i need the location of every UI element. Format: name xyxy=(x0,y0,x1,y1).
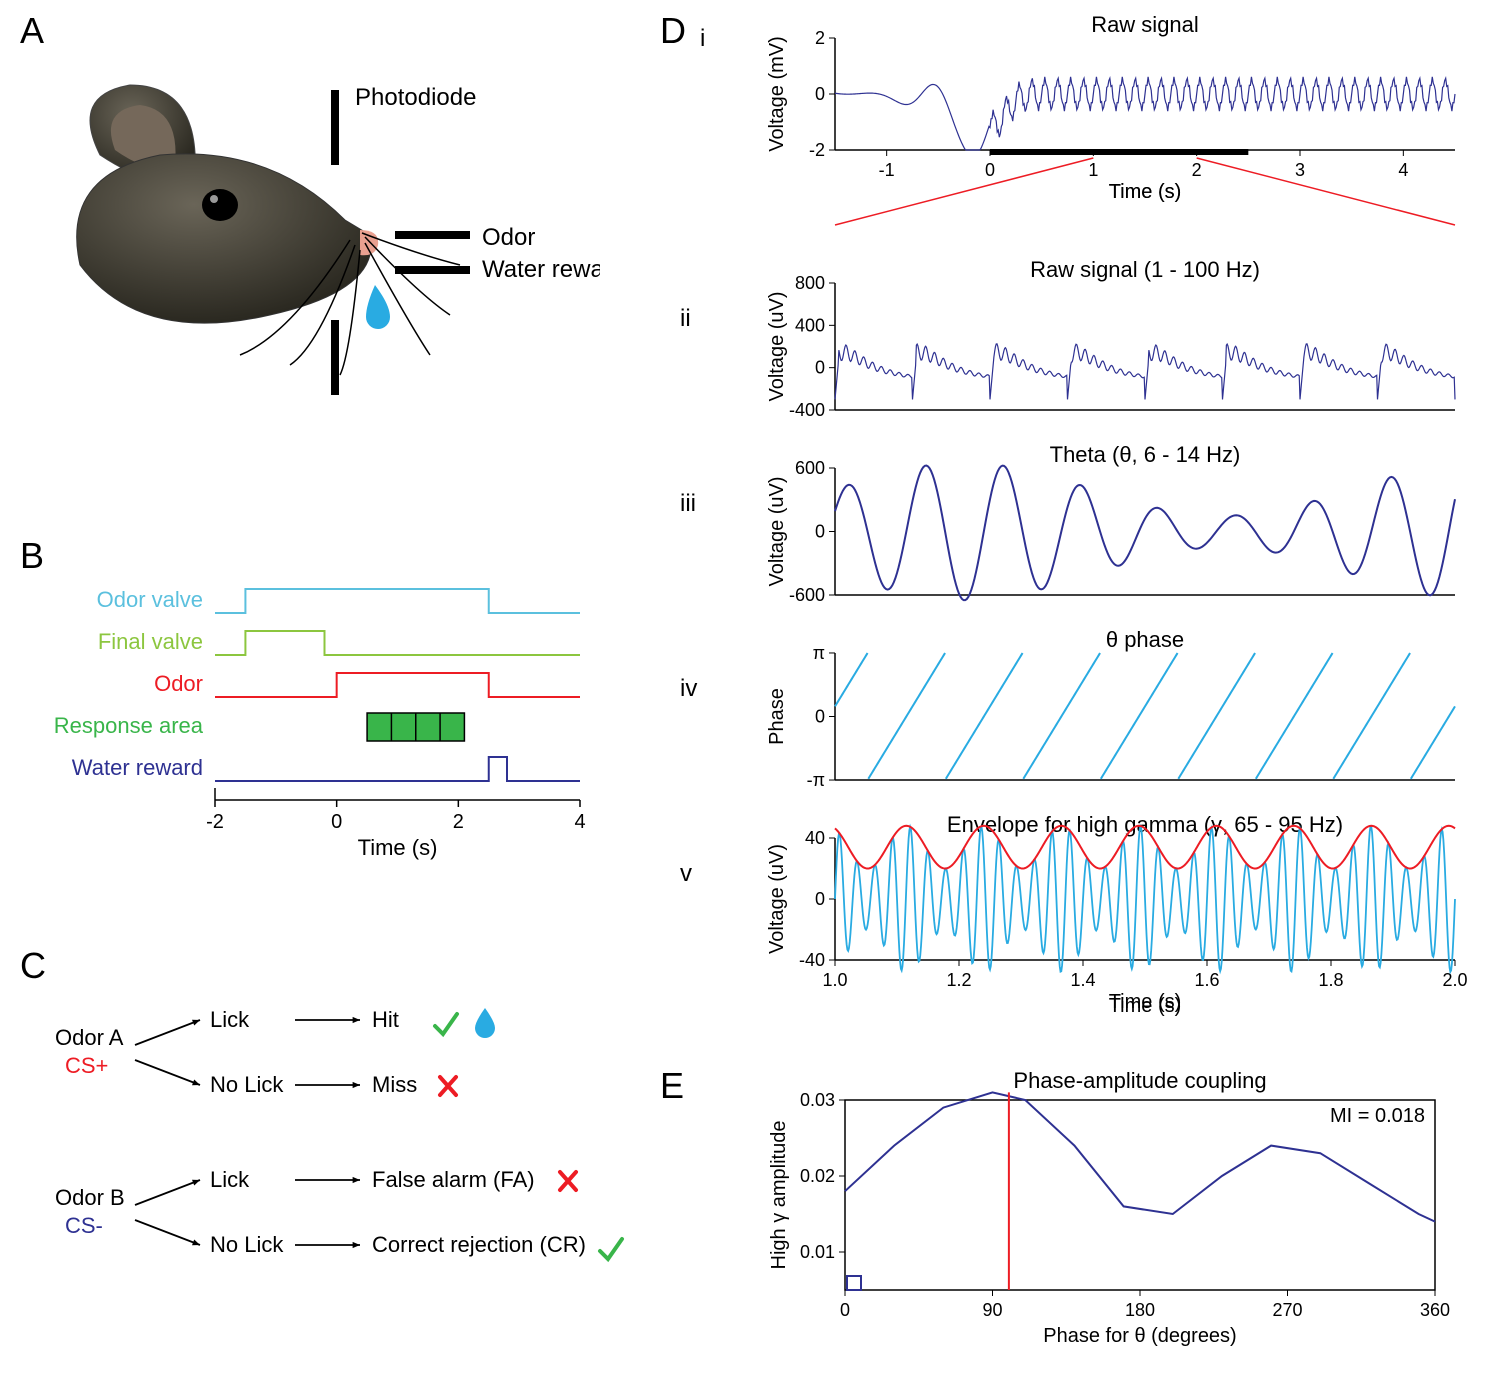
svg-text:1: 1 xyxy=(1088,160,1098,180)
svg-text:Lick: Lick xyxy=(210,1167,250,1192)
svg-text:Voltage (mV): Voltage (mV) xyxy=(766,36,788,152)
panel-c-label: C xyxy=(20,945,46,987)
svg-text:Odor valve: Odor valve xyxy=(97,587,203,612)
svg-text:2: 2 xyxy=(453,811,464,833)
svg-text:Final valve: Final valve xyxy=(98,629,203,654)
d-v-label: v xyxy=(680,860,692,888)
d-ii-svg: Raw signal (1 - 100 Hz) Voltage (uV)-400 0… xyxy=(755,255,1475,425)
svg-text:Raw signal (1 - 100 Hz): Raw signal (1 - 100 Hz) xyxy=(1030,257,1260,282)
odor-text: Odor xyxy=(482,224,535,251)
svg-text:Voltage (uV): Voltage (uV) xyxy=(766,291,788,401)
svg-text:0: 0 xyxy=(815,889,825,909)
svg-text:Phase: Phase xyxy=(766,688,788,745)
svg-text:1.8: 1.8 xyxy=(1318,970,1343,990)
svg-text:4: 4 xyxy=(1398,160,1408,180)
svg-text:Time (s): Time (s) xyxy=(358,835,438,860)
svg-text:No Lick: No Lick xyxy=(210,1072,284,1097)
svg-text:Time (s): Time (s) xyxy=(1109,995,1182,1017)
svg-text:Odor A: Odor A xyxy=(55,1025,124,1050)
svg-text:Phase for θ (degrees): Phase for θ (degrees) xyxy=(1043,1325,1236,1347)
svg-text:400: 400 xyxy=(795,315,825,335)
svg-text:Hit: Hit xyxy=(372,1007,399,1032)
svg-text:-1: -1 xyxy=(879,160,895,180)
d-iii-label: iii xyxy=(680,490,696,518)
svg-text:π: π xyxy=(813,643,825,663)
svg-text:Miss: Miss xyxy=(372,1072,417,1097)
svg-text:0: 0 xyxy=(840,1300,850,1320)
svg-text:CS+: CS+ xyxy=(65,1053,108,1078)
svg-text:-40: -40 xyxy=(799,950,825,970)
svg-text:Lick: Lick xyxy=(210,1007,250,1032)
svg-text:1.2: 1.2 xyxy=(946,970,971,990)
svg-text:-400: -400 xyxy=(789,400,825,420)
panel-c-svg: Odor A CS+ Lick No Lick Hit Miss Odor B CS- Lick… xyxy=(40,985,640,1345)
svg-text:0: 0 xyxy=(331,811,342,833)
svg-text:1.6: 1.6 xyxy=(1194,970,1219,990)
svg-text:Odor: Odor xyxy=(154,671,203,696)
svg-text:0: 0 xyxy=(985,160,995,180)
svg-text:600: 600 xyxy=(795,458,825,478)
d-v-svg: Envelope for high gamma (γ, 65 - 95 Hz)V… xyxy=(755,810,1475,1020)
svg-text:Voltage (uV): Voltage (uV) xyxy=(766,844,788,954)
svg-text:0.01: 0.01 xyxy=(800,1242,835,1262)
d-iv-svg: θ phase Phase -π 0 π xyxy=(755,625,1475,795)
d-i-label: i xyxy=(700,25,705,53)
svg-text:0: 0 xyxy=(815,84,825,104)
svg-text:Odor B: Odor B xyxy=(55,1185,125,1210)
svg-text:Time (s): Time (s) xyxy=(1109,181,1182,203)
svg-text:1.4: 1.4 xyxy=(1070,970,1095,990)
svg-text:1.0: 1.0 xyxy=(822,970,847,990)
svg-text:0.03: 0.03 xyxy=(800,1090,835,1110)
svg-text:MI = 0.018: MI = 0.018 xyxy=(1330,1105,1425,1127)
svg-text:360: 360 xyxy=(1420,1300,1450,1320)
svg-text:Water reward: Water reward xyxy=(72,755,203,780)
d-i-svg: Raw signal Voltage (mV) Time (s) -2 0 2 -1 0 1 2 3… xyxy=(755,10,1475,235)
svg-text:No Lick: No Lick xyxy=(210,1232,284,1257)
svg-text:90: 90 xyxy=(982,1300,1002,1320)
panel-d-label: D xyxy=(660,10,686,52)
svg-text:4: 4 xyxy=(574,811,585,833)
svg-text:High γ amplitude: High γ amplitude xyxy=(768,1121,790,1270)
d-ii-label: ii xyxy=(680,305,691,333)
svg-text:False alarm (FA): False alarm (FA) xyxy=(372,1167,535,1192)
svg-text:2: 2 xyxy=(1192,160,1202,180)
svg-text:Phase-amplitude coupling: Phase-amplitude coupling xyxy=(1013,1068,1266,1093)
svg-text:CS-: CS- xyxy=(65,1213,103,1238)
svg-text:0: 0 xyxy=(815,358,825,378)
svg-text:2.0: 2.0 xyxy=(1442,970,1467,990)
svg-text:Theta (θ, 6 - 14 Hz): Theta (θ, 6 - 14 Hz) xyxy=(1050,442,1241,467)
svg-text:Correct rejection (CR): Correct rejection (CR) xyxy=(372,1232,586,1257)
svg-text:Response area: Response area xyxy=(54,713,204,738)
panel-e-label: E xyxy=(660,1065,684,1107)
d-iv-label: iv xyxy=(680,675,697,703)
svg-text:3: 3 xyxy=(1295,160,1305,180)
svg-text:2: 2 xyxy=(815,28,825,48)
svg-text:800: 800 xyxy=(795,273,825,293)
water-reward-text: Water reward xyxy=(482,256,600,283)
panel-b-svg: Odor valve Final valve Odor Response area Wa… xyxy=(40,570,610,880)
svg-text:-2: -2 xyxy=(809,140,825,160)
panel-a-svg: Photodiode Odor Water reward xyxy=(40,45,600,465)
svg-text:-π: -π xyxy=(807,770,825,790)
svg-text:θ phase: θ phase xyxy=(1106,627,1184,652)
svg-text:Raw signal: Raw signal xyxy=(1091,12,1199,37)
d-iii-svg: Theta (θ, 6 - 14 Hz) Voltage (uV)-600 0 600 xyxy=(755,440,1475,610)
svg-text:40: 40 xyxy=(805,828,825,848)
svg-text:270: 270 xyxy=(1272,1300,1302,1320)
svg-text:Voltage (uV): Voltage (uV) xyxy=(766,476,788,586)
svg-text:180: 180 xyxy=(1125,1300,1155,1320)
svg-text:0: 0 xyxy=(815,522,825,542)
panel-e-svg: Phase-amplitude coupling High γ amplitude… xyxy=(755,1060,1475,1370)
svg-text:0.02: 0.02 xyxy=(800,1166,835,1186)
svg-text:-600: -600 xyxy=(789,585,825,605)
svg-text:0: 0 xyxy=(815,707,825,727)
photodiode-text: Photodiode xyxy=(355,84,476,111)
svg-text:-2: -2 xyxy=(206,811,224,833)
